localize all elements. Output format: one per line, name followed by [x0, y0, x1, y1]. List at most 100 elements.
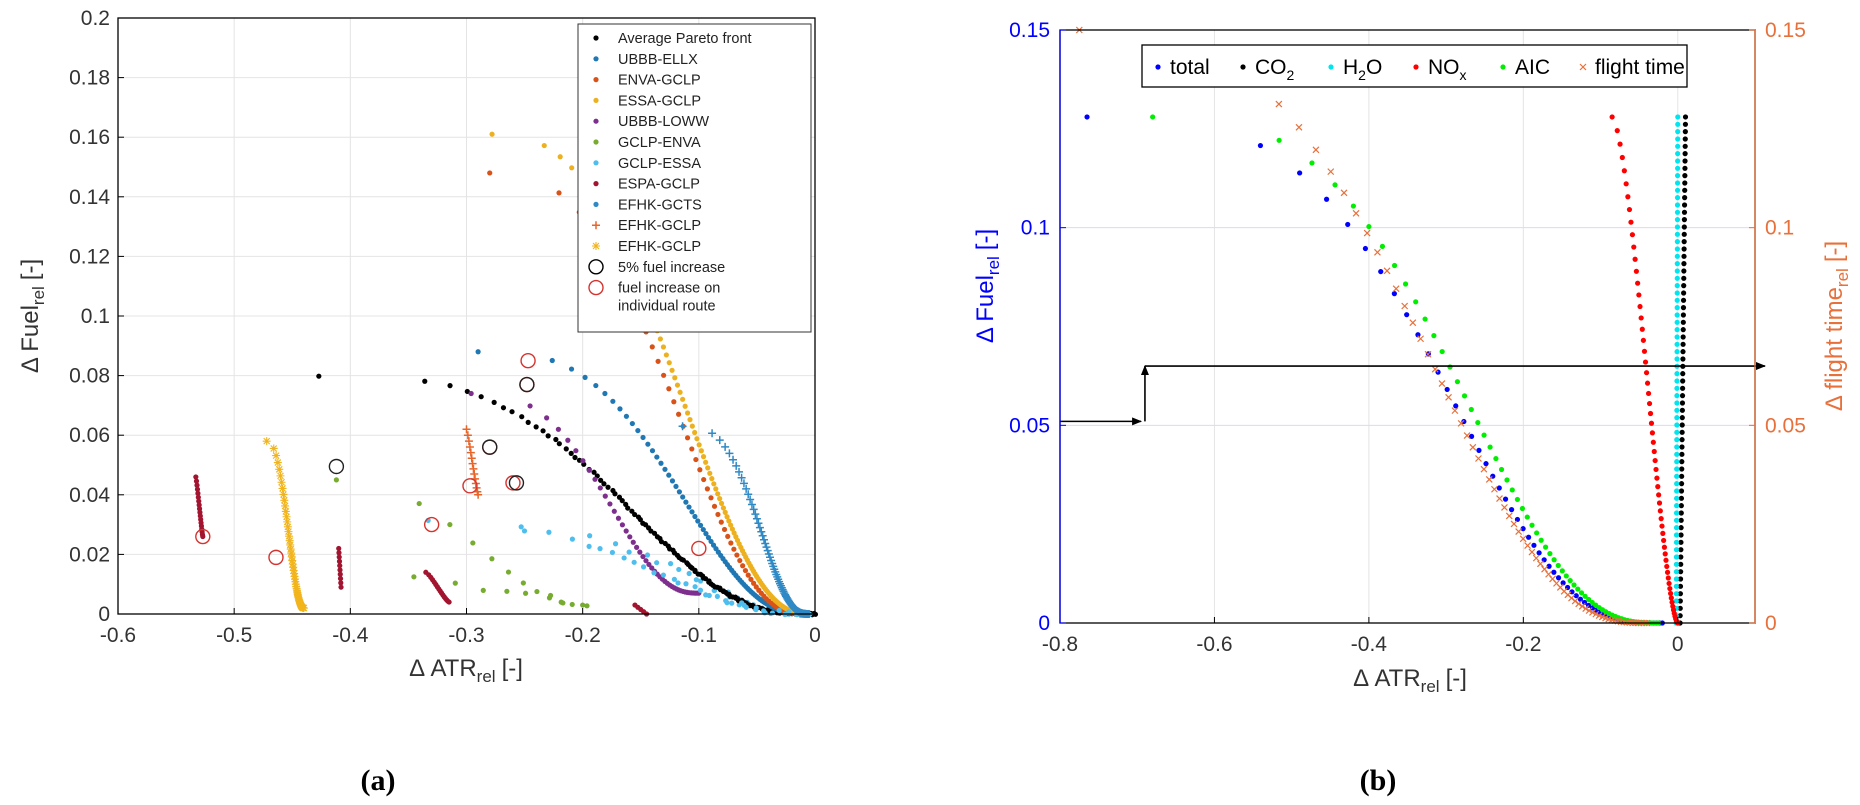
chart-a-point	[684, 435, 691, 441]
chart-b-point	[1646, 400, 1653, 407]
chart-b-point	[1417, 335, 1425, 343]
chart-a-point	[521, 528, 528, 534]
chart-b-point	[1402, 281, 1409, 287]
chart-a-point	[645, 441, 651, 447]
chart-b-point	[1680, 327, 1686, 333]
chart-a-legend-label: ESSA-GCLP	[618, 93, 701, 109]
chart-b-point	[1641, 348, 1648, 354]
panel-label-a: (a)	[361, 764, 396, 797]
chart-a-point	[755, 523, 764, 532]
chart-b-point	[1674, 202, 1681, 208]
chart-a-point	[711, 503, 718, 509]
chart-b-point	[1524, 542, 1532, 550]
chart-a-point	[661, 372, 667, 378]
chart-b-point	[1680, 385, 1686, 391]
chart-a-point	[692, 584, 698, 590]
chart-b-point	[1675, 114, 1681, 120]
chart-b-point	[1514, 496, 1521, 503]
chart-a-point	[522, 590, 529, 596]
chart-b-point	[1578, 602, 1586, 610]
chart-b-point	[1680, 312, 1686, 318]
chart-b-point	[1674, 180, 1681, 186]
chart-a-point	[615, 515, 622, 521]
chart-a-legend-label: 5% fuel increase	[618, 260, 725, 276]
chart-a-point	[737, 557, 743, 564]
chart-b: -0.8 -0.6 -0.4 -0.2 0 00.050.10.15 00.050.10…	[972, 19, 1852, 696]
chart-a-point	[464, 437, 473, 446]
chart-b-legend-marker	[1328, 64, 1334, 70]
chart-b-point	[1681, 253, 1687, 259]
chart-a-point	[619, 498, 625, 504]
chart-b-point	[1680, 334, 1686, 340]
chart-b-point	[1667, 590, 1674, 597]
chart-b-point	[1678, 495, 1685, 501]
chart-b-point	[1674, 173, 1681, 179]
chart-a-point	[674, 382, 681, 388]
chart-b-point	[1475, 419, 1481, 426]
chart-a-point	[692, 513, 698, 520]
chart-a-x-tick-label: -0.4	[332, 624, 369, 647]
chart-b-point	[1673, 569, 1679, 575]
chart-b-point	[1656, 492, 1662, 498]
chart-b-point	[1681, 275, 1687, 281]
chart-a-point	[196, 502, 202, 508]
chart-b-point	[1468, 406, 1474, 413]
chart-b-point	[1656, 500, 1663, 506]
chart-b-point	[1415, 332, 1421, 338]
chart-b-point	[1679, 415, 1685, 421]
chart-a-point	[649, 448, 656, 454]
chart-b-legend-label: CO2	[1255, 56, 1295, 83]
chart-a-point	[644, 552, 651, 558]
chart-b-point	[1682, 158, 1688, 164]
chart-a-point	[707, 470, 713, 476]
chart-a-point	[747, 500, 756, 509]
chart-a-point	[629, 420, 635, 427]
chart-a-point	[651, 570, 657, 576]
chart-a-point	[671, 576, 677, 582]
chart-a-point	[610, 398, 616, 404]
chart-a-point	[680, 396, 686, 402]
chart-b-point	[1681, 283, 1687, 289]
chart-b-point	[1681, 217, 1688, 223]
chart-a-point	[487, 170, 493, 176]
chart-b-point	[1636, 292, 1642, 298]
chart-a-point	[744, 490, 753, 499]
chart-a-individual-route-circle	[691, 540, 707, 557]
chart-b-point	[1674, 466, 1680, 472]
chart-a-point	[660, 344, 667, 350]
chart-a-point	[769, 610, 776, 616]
chart-b-point	[1680, 349, 1686, 355]
chart-a-point	[649, 344, 655, 350]
chart-a-point	[563, 446, 569, 452]
chart-b-point	[1312, 146, 1320, 154]
chart-b-point	[1422, 316, 1428, 322]
chart-b-point	[1674, 334, 1680, 340]
chart-a-point	[546, 529, 552, 535]
chart-a-point	[597, 546, 603, 552]
chart-a-point	[593, 382, 599, 389]
chart-a-point	[475, 349, 481, 355]
chart-b-point	[1633, 268, 1639, 274]
chart-a-point	[742, 567, 749, 574]
chart-a-x-axis-label: Δ ATRrel [-]	[409, 655, 523, 686]
chart-b-point	[1674, 217, 1681, 223]
chart-b-point	[1567, 578, 1573, 584]
chart-a-individual-route-circle	[195, 528, 211, 545]
chart-b-point	[1675, 165, 1681, 171]
chart-a-point	[422, 378, 428, 384]
chart-b-point	[1674, 495, 1680, 501]
chart-a-point	[469, 464, 478, 473]
chart-b-point	[1679, 400, 1686, 406]
chart-b-point	[1379, 243, 1386, 249]
chart-b-point	[1649, 430, 1656, 436]
chart-b-point	[1340, 189, 1348, 197]
chart-b-point	[1678, 525, 1684, 531]
chart-b-legend-marker	[1500, 64, 1506, 70]
chart-a-point	[553, 436, 559, 443]
chart-a-point	[704, 486, 710, 492]
chart-a-point	[509, 409, 515, 415]
chart-a-point	[776, 607, 782, 614]
chart-b-point	[1658, 516, 1664, 522]
chart-b-point	[1682, 165, 1688, 171]
chart-b-point	[1666, 580, 1672, 587]
